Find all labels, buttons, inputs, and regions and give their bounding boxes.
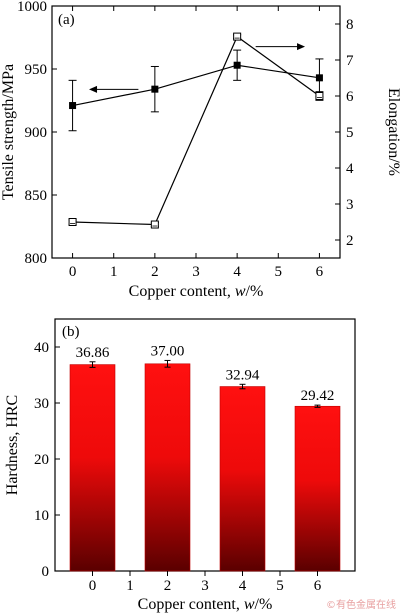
x-tick-label: 1 (110, 264, 118, 280)
x-tick-label: 2 (151, 264, 159, 280)
bar (144, 363, 191, 572)
x-tick-label: 6 (316, 264, 324, 280)
y-right-tick-label: 5 (346, 125, 354, 141)
y-right-tick-label: 2 (346, 233, 354, 249)
y-tick-label: 0 (42, 564, 50, 580)
x-tick-label: 1 (126, 578, 134, 594)
y-right-tick-label: 8 (346, 17, 354, 33)
y-left-tick-label: 1000 (17, 0, 47, 15)
y-axis-label-left: Tensile strength/MPa (0, 64, 17, 200)
data-label: 37.00 (151, 343, 185, 359)
chart-panel-a: 0 1 2 3 4 5 6 800 850 900 950 1000 2 3 4 5 6 7 8 (a) Cop… (0, 0, 400, 300)
x-tick-label: 2 (164, 578, 172, 594)
panel-label-b: (b) (62, 324, 80, 340)
y-right-tick-label: 6 (346, 89, 354, 105)
x-tick-label: 4 (239, 578, 247, 594)
watermark: ©有色金属在线 (326, 598, 396, 611)
y-axis-label-b: Hardness, HRC (4, 395, 21, 495)
data-point-elongation (68, 218, 77, 226)
x-tick-label: 5 (275, 264, 283, 280)
panel-label-a: (a) (58, 12, 75, 28)
data-point-elongation (150, 220, 159, 229)
x-tick-label: 6 (314, 578, 322, 594)
x-tick-label: 0 (89, 578, 97, 594)
series-line-left (72, 64, 320, 107)
series-line-right (72, 35, 320, 226)
bar (294, 405, 341, 572)
x-tick-label: 4 (233, 264, 241, 280)
data-point-elongation (315, 92, 324, 100)
y-left-tick-label: 900 (25, 125, 48, 141)
y-right-tick-label: 4 (346, 161, 354, 177)
bar (69, 364, 116, 572)
x-tick-label: 3 (201, 578, 209, 594)
y-left-tick-label: 850 (25, 188, 48, 204)
y-tick-label: 10 (34, 508, 49, 524)
data-point-tensile (151, 85, 159, 93)
data-point-tensile (315, 74, 323, 82)
chart-panel-b: 36.86 37.00 32.94 29.42 0 1 2 3 4 5 6 0 10 20 30 40 (… (4, 318, 356, 613)
y-axis-label-right: Elongation/% (385, 88, 400, 176)
x-tick-label: 5 (276, 578, 284, 594)
y-right-tick-label: 3 (346, 197, 354, 213)
y-tick-label: 30 (34, 396, 49, 412)
data-label: 36.86 (76, 345, 110, 361)
x-tick-label: 3 (192, 264, 200, 280)
data-label: 29.42 (301, 388, 335, 404)
data-label: 32.94 (226, 367, 260, 383)
x-axis-label-a: Copper content, w/% (129, 283, 264, 300)
y-left-tick-label: 800 (25, 251, 48, 267)
bar (219, 386, 266, 572)
x-axis-label-b: Copper content, w/% (138, 596, 273, 613)
y-tick-label: 40 (34, 340, 49, 356)
data-point-tensile (69, 102, 77, 110)
y-tick-label: 20 (34, 452, 49, 468)
data-point-elongation (233, 32, 242, 41)
y-right-tick-label: 7 (346, 53, 354, 69)
arrow-right-head (297, 43, 306, 51)
arrow-left-head (89, 85, 98, 93)
data-point-tensile (233, 61, 241, 69)
y-left-tick-label: 950 (25, 62, 48, 78)
x-tick-label: 0 (69, 264, 77, 280)
